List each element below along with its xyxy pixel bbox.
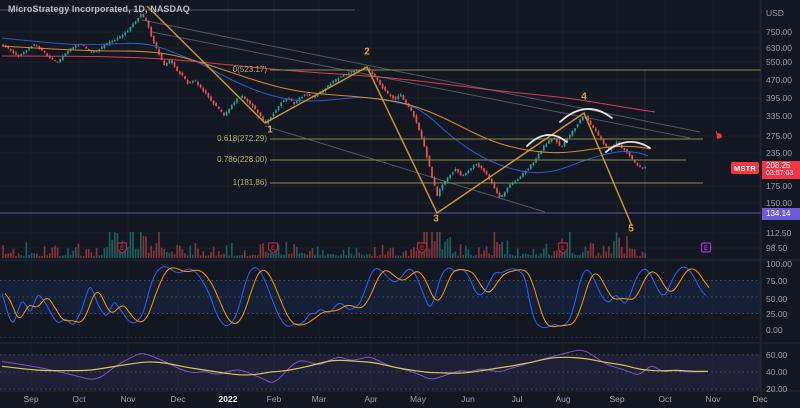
- indicator-value-badge: 134.14: [762, 208, 800, 220]
- time-axis[interactable]: Sep Oct Nov Dec 2022 Feb Mar Apr May Jun Jul Aug Sep…: [0, 391, 800, 408]
- earnings-icon-label: E: [420, 246, 424, 252]
- axis-tick-label: 550.00: [766, 57, 792, 67]
- volume-series: [2, 232, 647, 258]
- time-axis-label: Nov: [705, 394, 721, 404]
- earnings-icon[interactable]: [557, 242, 569, 255]
- axis-tick-label: 630.00: [766, 43, 792, 53]
- earnings-icon[interactable]: [116, 242, 128, 255]
- axis-tick-label: 235.00: [766, 148, 792, 158]
- axis-tick-label: 750.00: [766, 27, 792, 37]
- currency-label: USD: [766, 8, 784, 18]
- axis-tick-label: 335.00: [766, 111, 792, 121]
- rsi-line: [1, 349, 709, 383]
- stoch-k-line: [1, 266, 707, 329]
- axis-tick-label: 60.00: [766, 350, 788, 360]
- axis-tick-label: 25.00: [766, 309, 788, 319]
- time-axis-label: Mar: [311, 394, 327, 404]
- elliott-wave-label[interactable]: 4: [581, 91, 587, 103]
- axis-tick-label: 150.00: [766, 198, 792, 208]
- stoch-d-line: [4, 267, 710, 328]
- time-axis-label: Nov: [120, 394, 136, 404]
- gridlines: [0, 0, 761, 391]
- earnings-icon-label: E: [271, 246, 275, 252]
- elliott-zigzag-drawing[interactable]: [146, 5, 633, 227]
- time-axis-label: Sep: [609, 394, 625, 404]
- symbol-badge: MSTR: [730, 162, 759, 174]
- axis-tick-label: 175.00: [766, 181, 792, 191]
- fib-level-label[interactable]: 0.618(272.29): [217, 134, 267, 144]
- axis-tick-label: 50.00: [766, 294, 788, 304]
- time-axis-label: Dec: [170, 394, 186, 404]
- rsi-ma-line: [1, 356, 709, 376]
- time-axis-label: Dec: [752, 394, 768, 404]
- earnings-icon[interactable]: [416, 242, 428, 255]
- time-axis-label: Oct: [658, 394, 672, 404]
- ma-red-line: [1, 55, 656, 113]
- time-axis-label: Jun: [461, 394, 475, 404]
- last-price-badge: 208.25 03:57:03: [762, 161, 800, 179]
- earnings-icon[interactable]: [267, 242, 279, 255]
- session-countdown: 03:57:03: [766, 170, 794, 177]
- time-axis-label: Sep: [23, 394, 39, 404]
- ma-orange-line: [1, 45, 651, 154]
- earnings-icon-label: E: [561, 246, 565, 252]
- trendline-drawings[interactable]: [0, 9, 701, 213]
- time-axis-label: Aug: [555, 394, 571, 404]
- stochastic-panel: [1, 266, 710, 329]
- axis-tick-label: 20.00: [766, 384, 788, 394]
- earnings-icon-label: E: [120, 246, 124, 252]
- earnings-icon-label: E: [704, 246, 708, 252]
- axis-tick-label: 100.00: [766, 259, 792, 269]
- earnings-icon[interactable]: [700, 242, 712, 253]
- axis-tick-label: 40.00: [766, 367, 788, 377]
- candles-series: [2, 13, 647, 199]
- axis-tick-label: 275.00: [766, 131, 792, 141]
- time-axis-label: May: [409, 394, 427, 404]
- elliott-wave-label[interactable]: 5: [628, 223, 634, 235]
- fib-retracement-drawing[interactable]: [270, 69, 761, 184]
- time-axis-label: 2022: [218, 394, 238, 404]
- fib-level-label[interactable]: 1(181.86): [232, 178, 267, 188]
- axis-tick-label: 98.50: [766, 243, 788, 253]
- ma-overlays: [1, 37, 656, 174]
- time-axis-label: Feb: [266, 394, 282, 404]
- axis-tick-label: 0.00: [766, 325, 783, 335]
- ma-blue-line: [1, 37, 649, 174]
- axis-tick-label: 395.00: [766, 93, 792, 103]
- time-axis-label: Oct: [72, 394, 86, 404]
- arc-drawings[interactable]: [526, 108, 651, 153]
- axis-tick-label: 75.00: [766, 276, 788, 286]
- time-axis-label: Jul: [511, 394, 523, 404]
- time-axis-label: Apr: [364, 394, 378, 404]
- fib-level-label[interactable]: 0.786(228.00): [217, 155, 267, 165]
- fib-level-label[interactable]: 0(523.17): [232, 65, 267, 75]
- panel-bands: [0, 280, 761, 390]
- elliott-wave-label[interactable]: 1: [267, 124, 273, 136]
- chart-title: MicroStrategy Incorporated, 1D, NASDAQ: [8, 4, 190, 14]
- axis-tick-label: 470.00: [766, 75, 792, 85]
- rsi-panel: [1, 349, 709, 383]
- axis-tick-label: 112.50: [766, 228, 792, 238]
- last-price-value: 208.25: [766, 161, 791, 170]
- elliott-wave-label[interactable]: 2: [364, 46, 370, 58]
- elliott-wave-label[interactable]: 3: [433, 213, 439, 225]
- price-axis[interactable]: USD 750.00 630.00 550.00 470.00 395.00 335.00…: [762, 0, 800, 408]
